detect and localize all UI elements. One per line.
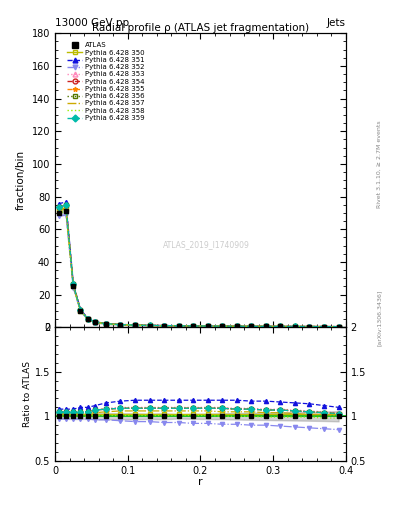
Y-axis label: Ratio to ATLAS: Ratio to ATLAS [23, 361, 32, 427]
Text: [arXiv:1306.3436]: [arXiv:1306.3436] [377, 289, 382, 346]
Text: ATLAS_2019_I1740909: ATLAS_2019_I1740909 [163, 241, 250, 249]
X-axis label: r: r [198, 477, 203, 487]
Legend: ATLAS, Pythia 6.428 350, Pythia 6.428 351, Pythia 6.428 352, Pythia 6.428 353, P: ATLAS, Pythia 6.428 350, Pythia 6.428 35… [64, 40, 147, 124]
Text: Rivet 3.1.10, ≥ 2.7M events: Rivet 3.1.10, ≥ 2.7M events [377, 120, 382, 208]
Text: Jets: Jets [327, 18, 346, 28]
Text: 13000 GeV pp: 13000 GeV pp [55, 18, 129, 28]
Title: Radial profile ρ (ATLAS jet fragmentation): Radial profile ρ (ATLAS jet fragmentatio… [92, 23, 309, 32]
Y-axis label: fraction/bin: fraction/bin [16, 150, 26, 210]
